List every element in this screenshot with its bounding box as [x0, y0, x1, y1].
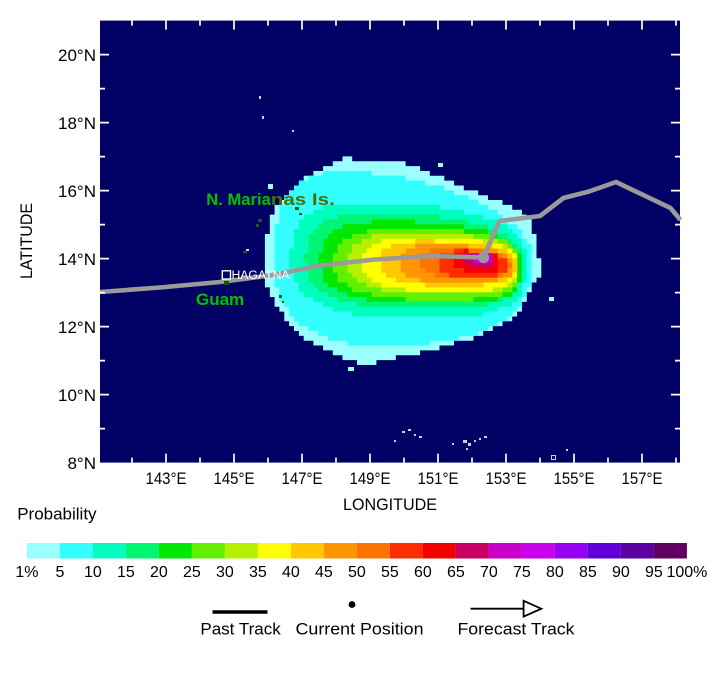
svg-text:55: 55: [381, 564, 399, 581]
svg-text:LONGITUDE: LONGITUDE: [343, 495, 437, 514]
svg-text:Current Position: Current Position: [296, 620, 424, 639]
svg-text:30: 30: [216, 564, 234, 581]
svg-text:LATITUDE: LATITUDE: [17, 203, 36, 279]
svg-text:5: 5: [55, 564, 64, 581]
svg-text:25: 25: [183, 564, 201, 581]
svg-text:155°E: 155°E: [554, 469, 595, 488]
svg-text:60: 60: [414, 564, 432, 581]
svg-text:149°E: 149°E: [350, 469, 391, 488]
svg-text:40: 40: [282, 564, 300, 581]
svg-text:Past Track: Past Track: [200, 620, 281, 639]
svg-text:20°N: 20°N: [58, 46, 96, 65]
svg-text:151°E: 151°E: [418, 469, 459, 488]
svg-text:14°N: 14°N: [58, 250, 96, 269]
svg-text:8°N: 8°N: [67, 454, 96, 473]
svg-text:75: 75: [513, 564, 531, 581]
svg-text:12°N: 12°N: [58, 318, 96, 337]
svg-text:20: 20: [150, 564, 168, 581]
svg-text:35: 35: [249, 564, 267, 581]
svg-text:65: 65: [447, 564, 465, 581]
svg-text:45: 45: [315, 564, 333, 581]
svg-text:10: 10: [84, 564, 102, 581]
svg-text:1%: 1%: [15, 564, 38, 581]
svg-text:70: 70: [480, 564, 498, 581]
svg-text:nas Is.: nas Is.: [271, 190, 335, 209]
svg-text:90: 90: [612, 564, 630, 581]
svg-text:80: 80: [546, 564, 564, 581]
svg-text:Forecast Track: Forecast Track: [458, 620, 576, 639]
svg-text:157°E: 157°E: [622, 469, 663, 488]
svg-text:145°E: 145°E: [214, 469, 255, 488]
svg-text:16°N: 16°N: [58, 182, 96, 201]
svg-text:Probability: Probability: [17, 505, 97, 524]
svg-text:147°E: 147°E: [282, 469, 323, 488]
svg-text:N. Maria: N. Maria: [206, 190, 271, 209]
svg-text:85: 85: [579, 564, 597, 581]
svg-text:15: 15: [117, 564, 135, 581]
svg-text:153°E: 153°E: [486, 469, 527, 488]
svg-text:95: 95: [645, 564, 663, 581]
svg-text:100%: 100%: [666, 564, 707, 581]
svg-text:18°N: 18°N: [58, 114, 96, 133]
svg-text:HAGATNA: HAGATNA: [232, 270, 290, 282]
svg-text:50: 50: [348, 564, 366, 581]
svg-text:10°N: 10°N: [58, 386, 96, 405]
svg-text:143°E: 143°E: [146, 469, 187, 488]
svg-text:Guam: Guam: [196, 290, 244, 309]
